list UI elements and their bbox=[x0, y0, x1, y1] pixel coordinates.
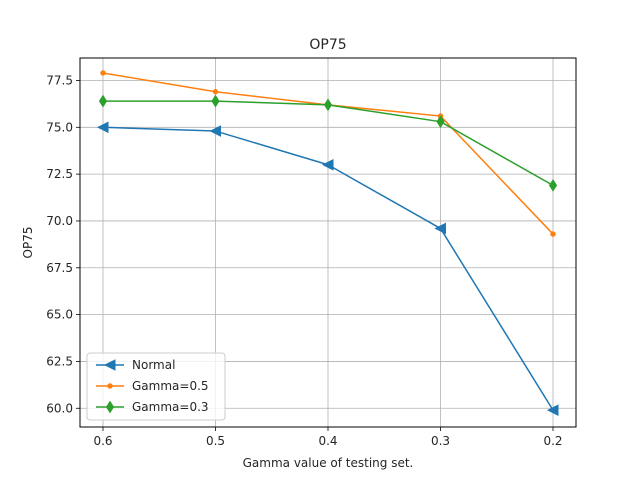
y-tick-label: 77.5 bbox=[46, 73, 73, 87]
grid bbox=[80, 58, 576, 427]
x-tick-label: 0.6 bbox=[93, 434, 112, 448]
legend-item: Gamma=0.5 bbox=[96, 379, 209, 393]
data-point bbox=[100, 70, 106, 76]
legend-item: Gamma=0.3 bbox=[96, 400, 209, 414]
y-tick-label: 65.0 bbox=[46, 308, 73, 322]
x-tick-label: 0.4 bbox=[318, 434, 337, 448]
legend-box bbox=[86, 352, 226, 421]
legend-label: Gamma=0.3 bbox=[132, 400, 209, 414]
y-axis: 60.0 62.5 65.0 67.5 70.0 72.5 75.0 77.5 bbox=[46, 73, 80, 415]
chart-title: OP75 bbox=[309, 37, 346, 53]
data-point bbox=[212, 88, 219, 95]
y-tick-label: 72.5 bbox=[46, 167, 73, 181]
x-axis-label: Gamma value of testing set. bbox=[243, 456, 414, 470]
data-point bbox=[550, 231, 556, 237]
data-point bbox=[98, 94, 108, 108]
y-tick-label: 60.0 bbox=[46, 401, 73, 415]
data-point bbox=[546, 404, 559, 416]
x-axis: 0.6 0.5 0.4 0.3 0.2 bbox=[93, 427, 563, 448]
legend: Normal Gamma=0.5 Gamma=0.3 bbox=[86, 352, 226, 421]
y-tick-label: 70.0 bbox=[46, 214, 73, 228]
data-point bbox=[211, 94, 220, 108]
legend-marker bbox=[103, 359, 116, 371]
x-tick-label: 0.3 bbox=[431, 434, 450, 448]
data-point bbox=[323, 98, 333, 112]
legend-label: Normal bbox=[132, 358, 175, 372]
data-point bbox=[436, 115, 445, 129]
y-tick-label: 62.5 bbox=[46, 354, 73, 368]
y-tick-label: 75.0 bbox=[46, 120, 73, 134]
data-point bbox=[321, 158, 334, 171]
legend-label: Gamma=0.5 bbox=[132, 379, 209, 393]
data-point bbox=[548, 178, 558, 192]
series-lines bbox=[96, 70, 559, 416]
legend-item: Normal bbox=[96, 358, 175, 372]
y-tick-label: 67.5 bbox=[46, 261, 73, 275]
data-point bbox=[209, 125, 221, 137]
legend-marker bbox=[107, 383, 113, 389]
x-tick-label: 0.2 bbox=[543, 434, 562, 448]
y-axis-label: OP75 bbox=[21, 227, 35, 259]
x-tick-label: 0.5 bbox=[206, 434, 225, 448]
data-point bbox=[434, 222, 446, 235]
legend-marker bbox=[105, 400, 115, 414]
data-point bbox=[96, 121, 109, 134]
